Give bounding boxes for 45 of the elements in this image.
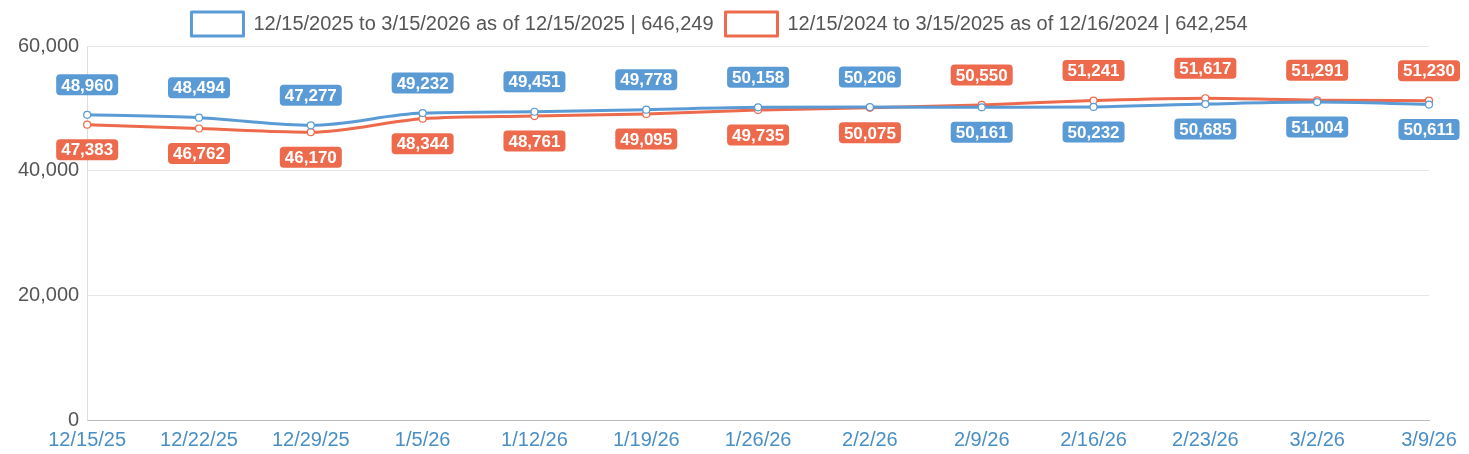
data-label: 48,960 xyxy=(61,75,114,95)
data-label: 46,170 xyxy=(284,147,337,167)
data-label: 49,232 xyxy=(396,73,449,93)
data-label: 47,277 xyxy=(284,85,337,105)
x-tick-label: 1/5/26 xyxy=(394,427,451,450)
x-tick-label: 1/26/26 xyxy=(724,427,792,450)
y-tick-label: 20,000 xyxy=(18,282,80,305)
x-tick-label: 2/2/26 xyxy=(842,427,898,450)
legend-label: 12/15/2024 to 3/15/2025 as of 12/16/2024 | 642,254 xyxy=(787,11,1248,34)
y-tick-label: 40,000 xyxy=(18,158,80,181)
data-label: 49,095 xyxy=(620,129,673,149)
x-tick-label: 2/23/26 xyxy=(1171,427,1239,450)
data-label: 50,161 xyxy=(955,123,1008,143)
data-label: 51,241 xyxy=(1067,61,1120,81)
data-label: 48,761 xyxy=(508,131,561,151)
data-label: 50,685 xyxy=(1179,119,1232,139)
data-label: 50,075 xyxy=(843,123,896,143)
x-tick-label: 12/22/25 xyxy=(160,427,238,450)
x-tick-label: 2/9/26 xyxy=(953,427,1010,450)
x-tick-label: 1/12/26 xyxy=(501,427,568,450)
data-label: 49,451 xyxy=(508,72,561,92)
data-label: 51,004 xyxy=(1291,117,1344,137)
y-tick-label: 60,000 xyxy=(18,33,80,56)
x-tick-label: 3/2/26 xyxy=(1289,427,1345,450)
x-tick-label: 2/16/26 xyxy=(1060,427,1127,450)
data-label: 50,611 xyxy=(1403,120,1455,140)
data-label: 50,206 xyxy=(843,67,896,87)
data-label: 51,291 xyxy=(1291,60,1344,80)
x-tick-label: 1/19/26 xyxy=(612,427,680,450)
x-tick-label: 12/29/25 xyxy=(271,427,350,450)
data-label: 47,383 xyxy=(61,140,114,160)
data-label: 49,778 xyxy=(620,70,673,90)
data-label: 50,158 xyxy=(732,68,785,88)
data-label: 50,232 xyxy=(1067,122,1120,142)
data-label: 49,735 xyxy=(732,125,785,145)
data-label: 46,762 xyxy=(172,144,225,164)
y-tick-label: 0 xyxy=(68,407,80,430)
data-label: 51,230 xyxy=(1403,61,1455,81)
data-label: 48,344 xyxy=(396,134,450,154)
data-label: 50,550 xyxy=(955,65,1008,85)
data-label: 51,617 xyxy=(1179,58,1232,78)
legend-label: 12/15/2025 to 3/15/2026 as of 12/15/2025 | 646,249 xyxy=(253,11,714,34)
data-label: 48,494 xyxy=(172,78,226,98)
x-tick-label: 3/9/26 xyxy=(1401,427,1457,450)
x-tick-label: 12/15/25 xyxy=(48,427,127,450)
